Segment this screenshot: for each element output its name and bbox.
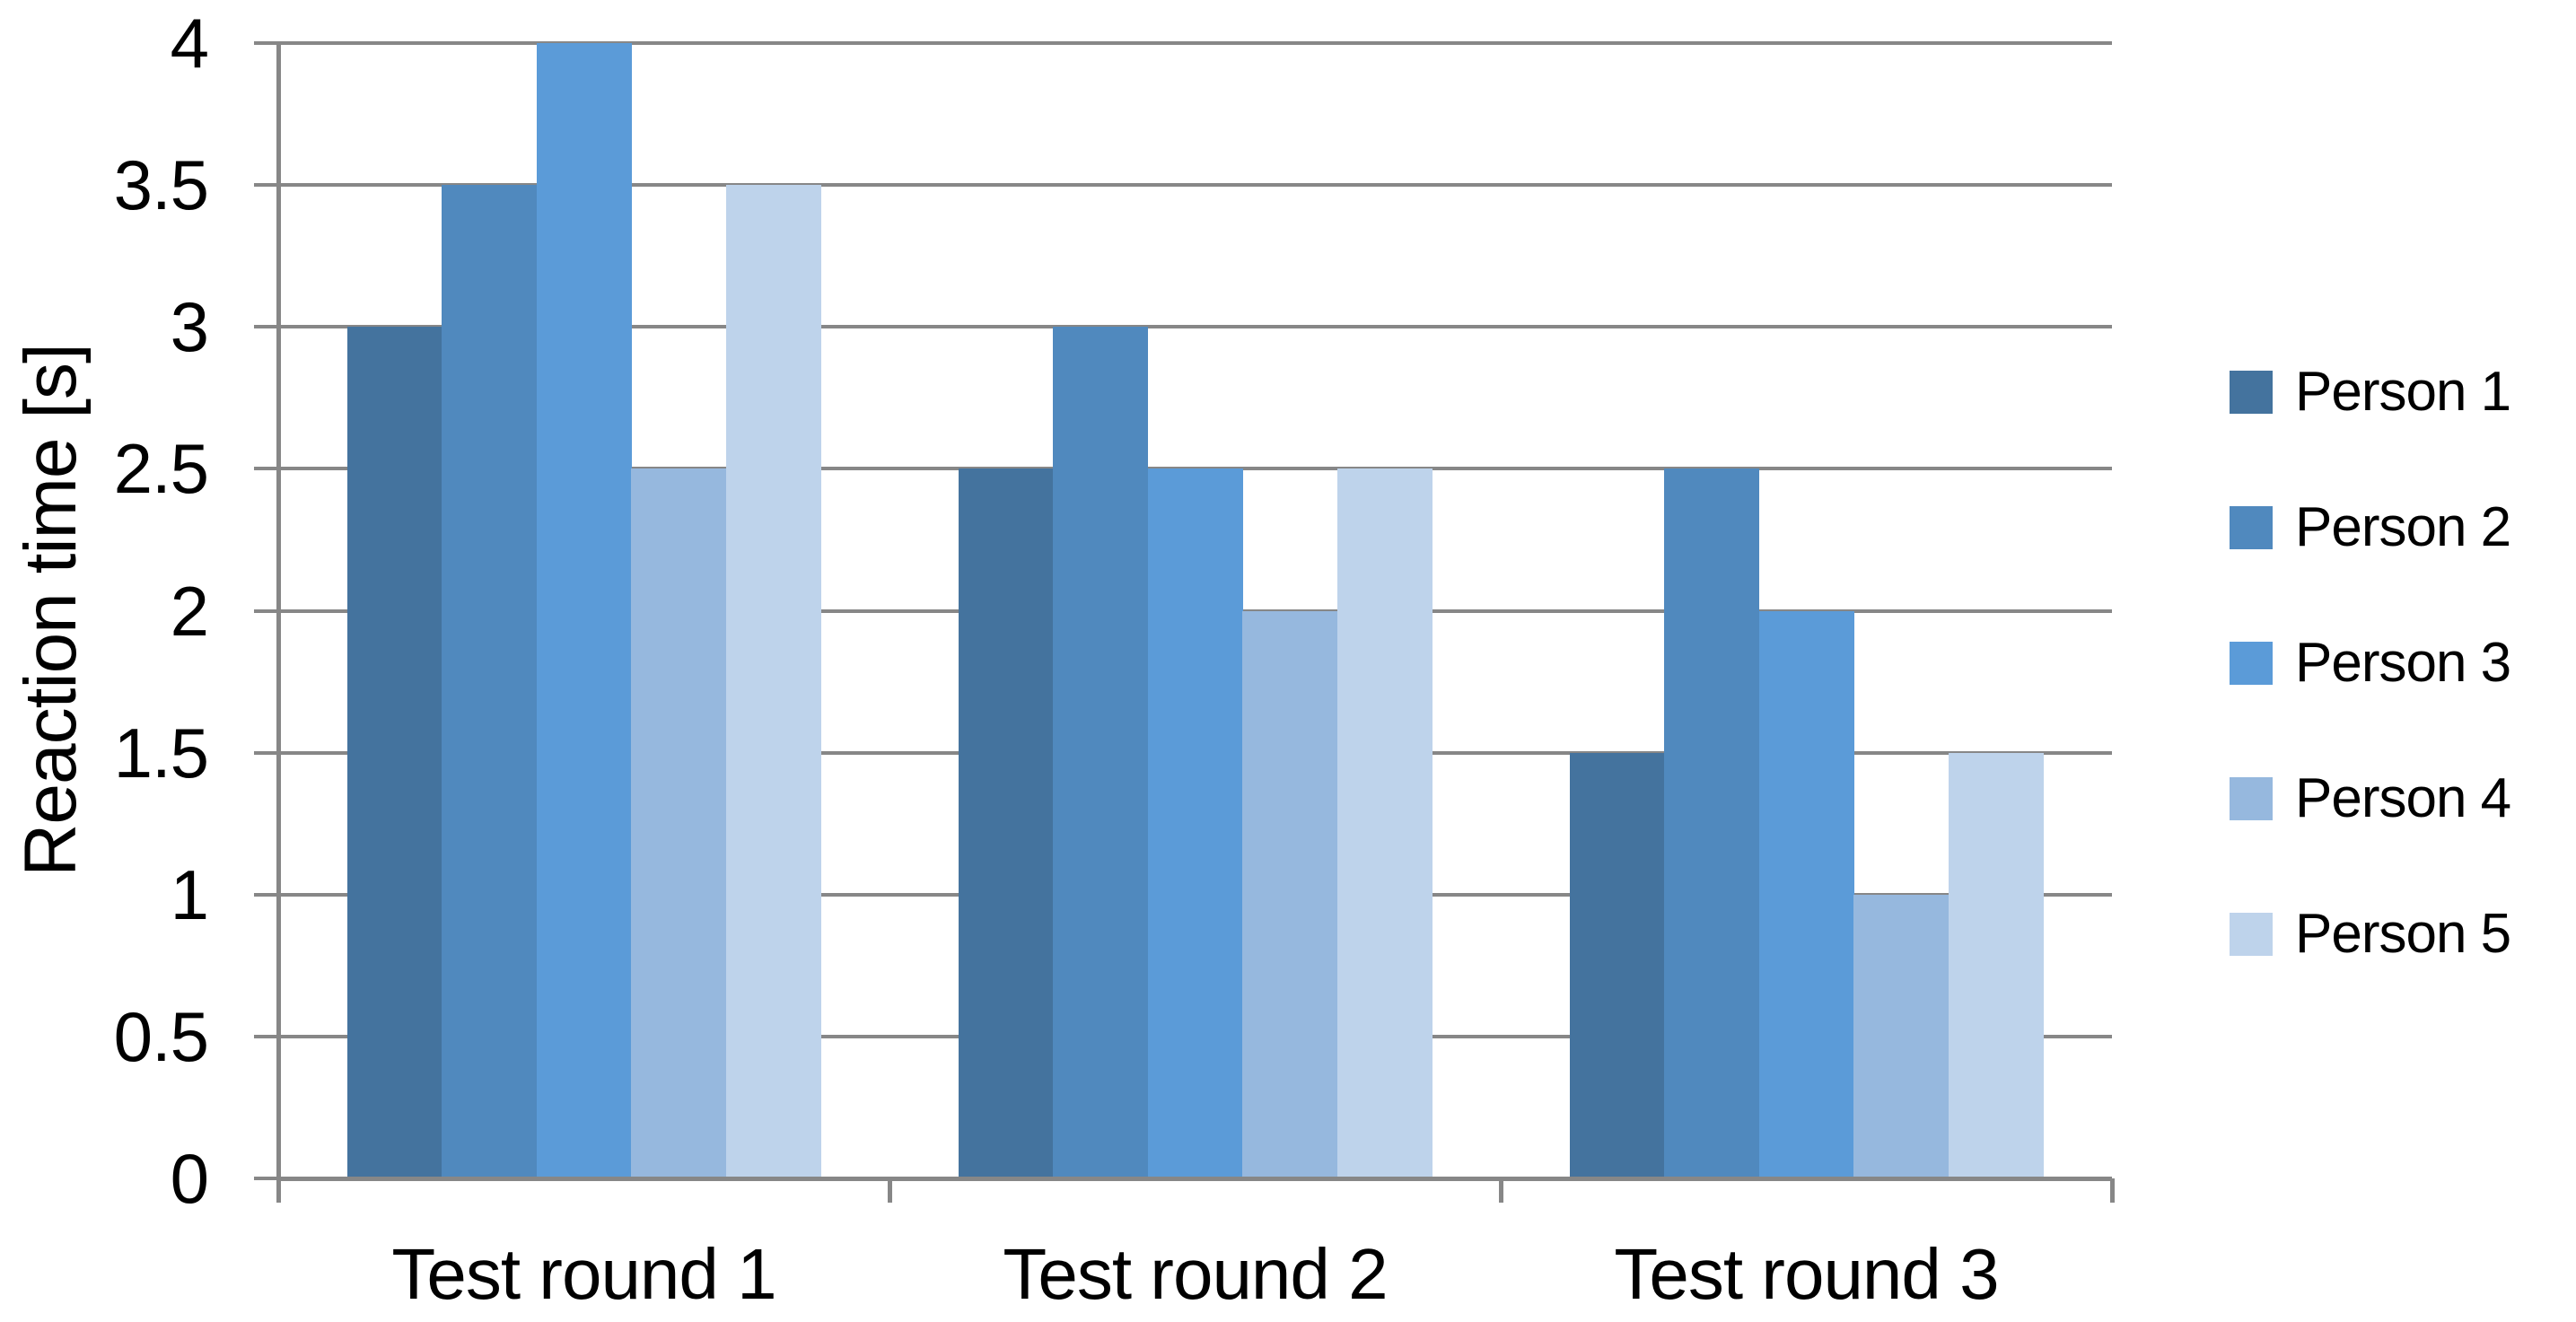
legend-item-person-2: Person 2	[2230, 496, 2511, 558]
legend-item-person-1: Person 1	[2230, 361, 2511, 423]
legend-swatch-icon	[2230, 642, 2273, 685]
gridline	[278, 325, 2112, 329]
gridline	[278, 41, 2112, 45]
legend-item-person-3: Person 3	[2230, 632, 2511, 694]
y-axis-tick	[254, 325, 278, 329]
y-tick-label: 1.5	[113, 713, 209, 792]
legend-label: Person 1	[2295, 361, 2511, 423]
bar-person-5-1	[725, 185, 821, 1178]
bar-person-3-2	[1147, 468, 1243, 1178]
y-axis-tick	[254, 750, 278, 755]
y-axis-tick	[254, 467, 278, 471]
legend-label: Person 5	[2295, 903, 2511, 965]
x-axis-line	[278, 1177, 2112, 1181]
bar-person-1-1	[346, 327, 442, 1178]
y-tick-label: 3	[170, 287, 209, 367]
y-tick-label: 0	[170, 1139, 209, 1218]
y-tick-label: 1	[170, 854, 209, 934]
bar-person-2-1	[442, 185, 538, 1178]
x-axis-tick	[888, 1178, 892, 1203]
y-tick-label: 3.5	[113, 145, 209, 225]
bar-person-4-3	[1853, 894, 1950, 1178]
legend-item-person-4: Person 4	[2230, 767, 2511, 829]
legend-swatch-icon	[2230, 777, 2273, 820]
legend-label: Person 3	[2295, 632, 2511, 694]
y-axis-tick	[254, 183, 278, 188]
x-category-label: Test round 2	[1003, 1234, 1388, 1314]
y-axis-tick	[254, 1177, 278, 1180]
legend-swatch-icon	[2230, 371, 2273, 414]
bar-person-3-3	[1758, 610, 1854, 1178]
y-axis-tick	[254, 608, 278, 613]
x-axis-tick	[1499, 1178, 1503, 1203]
legend-swatch-icon	[2230, 913, 2273, 956]
bar-person-5-2	[1336, 468, 1433, 1178]
gridline	[278, 183, 2112, 188]
legend-swatch-icon	[2230, 506, 2273, 549]
y-tick-label: 2.5	[113, 429, 209, 509]
bar-person-4-1	[631, 468, 727, 1178]
bar-person-5-3	[1948, 752, 2044, 1178]
bar-person-1-3	[1569, 752, 1665, 1178]
x-axis-tick	[2110, 1178, 2115, 1203]
bar-person-2-3	[1664, 468, 1760, 1178]
y-tick-label: 4	[170, 4, 209, 83]
x-category-label: Test round 3	[1614, 1234, 1999, 1314]
legend-label: Person 4	[2295, 767, 2511, 829]
y-axis-tick	[254, 892, 278, 897]
bar-person-4-2	[1242, 610, 1338, 1178]
legend-item-person-5: Person 5	[2230, 903, 2511, 965]
y-axis-line	[276, 43, 281, 1203]
y-axis-tick	[254, 41, 278, 45]
y-tick-label: 0.5	[113, 996, 209, 1076]
x-axis-tick	[276, 1178, 281, 1203]
bar-person-3-1	[536, 43, 632, 1178]
y-axis-title: Reaction time [s]	[10, 344, 92, 877]
bar-person-2-2	[1053, 327, 1149, 1178]
bar-person-1-2	[958, 468, 1054, 1178]
y-tick-label: 2	[170, 571, 209, 651]
y-axis-tick	[254, 1034, 278, 1038]
x-category-label: Test round 1	[391, 1234, 776, 1314]
legend-label: Person 2	[2295, 496, 2511, 558]
